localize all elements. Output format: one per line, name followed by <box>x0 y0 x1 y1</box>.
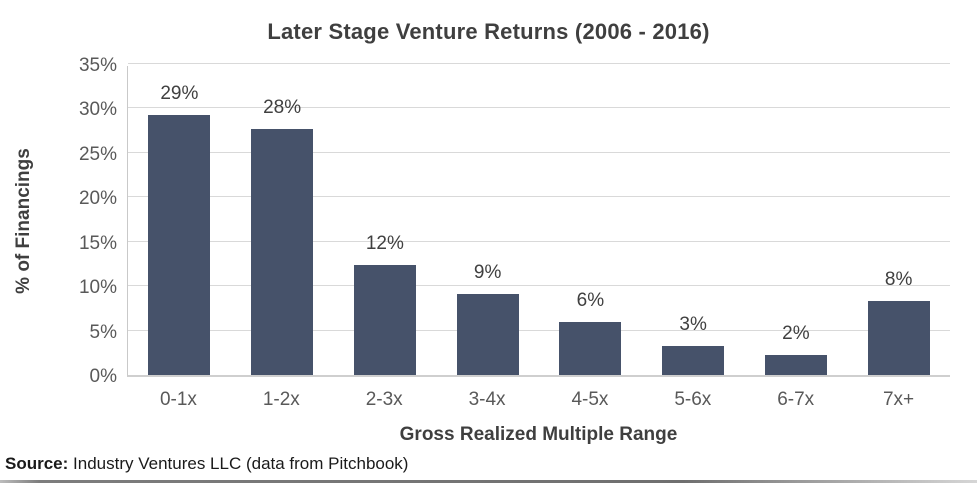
y-tick-label: 10% <box>78 277 117 299</box>
x-axis-tick-labels: 0-1x 1-2x 2-3x 3-4x 4-5x 5-6x 6-7x 7x+ <box>127 389 950 411</box>
bar-data-label: 2% <box>782 322 810 344</box>
plot-area: 29% 28% 12% 9% 6% 3% 2% 8% <box>127 63 950 377</box>
bar-slot: 3% <box>642 66 745 375</box>
x-tick-label: 4-5x <box>571 389 609 410</box>
bar-data-label: 8% <box>884 269 913 291</box>
bar-slot: 28% <box>231 66 334 375</box>
x-tick-label: 5-6x <box>674 389 712 410</box>
x-tick-label: 3-4x <box>468 389 506 410</box>
bar-slot: 12% <box>334 66 437 375</box>
chart-title: Later Stage Venture Returns (2006 - 2016… <box>267 19 710 44</box>
bars-row: 29% 28% 12% 9% 6% 3% 2% 8% <box>128 66 950 375</box>
bar-slot: 9% <box>436 66 539 375</box>
bar <box>251 128 314 375</box>
gridline <box>128 240 950 242</box>
x-tick-label: 6-7x <box>777 389 815 410</box>
bar-slot: 6% <box>539 66 642 375</box>
bar-data-label: 12% <box>365 232 404 254</box>
y-tick-label: 35% <box>78 55 117 76</box>
bar <box>456 294 519 375</box>
gridline <box>128 63 950 64</box>
bar <box>353 264 416 375</box>
x-tick-label: 0-1x <box>159 389 197 410</box>
y-tick-label: 25% <box>78 143 117 165</box>
source-value: Industry Ventures LLC (data from Pitchbo… <box>68 454 409 473</box>
bar <box>764 354 827 375</box>
bar-data-label: 3% <box>679 313 707 335</box>
x-tick-label: 7x+ <box>882 389 915 410</box>
bar <box>148 114 211 375</box>
bar-slot: 8% <box>847 66 950 375</box>
y-tick-label: 15% <box>78 232 117 254</box>
source-label: Source: <box>5 454 69 473</box>
bar <box>662 345 725 375</box>
x-tick-label: 2-3x <box>365 389 403 410</box>
gridline <box>128 107 950 109</box>
bar-data-label: 6% <box>576 289 605 311</box>
y-tick-label: 20% <box>78 188 117 210</box>
y-tick-label: 30% <box>78 99 117 121</box>
bar <box>867 301 930 375</box>
bar-slot: 29% <box>128 66 231 375</box>
bar-data-label: 9% <box>473 262 502 284</box>
source-text: Source: Industry Ventures LLC (data from… <box>5 454 408 474</box>
gridline <box>128 196 950 198</box>
bottom-edge-line <box>0 480 977 483</box>
y-tick-label: 5% <box>89 321 117 343</box>
bar <box>559 321 622 375</box>
bar-slot: 2% <box>745 66 848 375</box>
y-tick-label: 0% <box>89 366 117 387</box>
gridline <box>128 285 950 287</box>
bar-data-label: 28% <box>263 96 302 118</box>
gridline <box>128 151 950 153</box>
bar-data-label: 29% <box>160 82 199 104</box>
gridline <box>128 329 950 331</box>
y-axis-tick-labels: 0% 5% 10% 15% 20% 25% 30% 35% <box>0 56 117 386</box>
x-tick-label: 1-2x <box>262 389 300 410</box>
x-axis-title: Gross Realized Multiple Range <box>399 424 678 445</box>
